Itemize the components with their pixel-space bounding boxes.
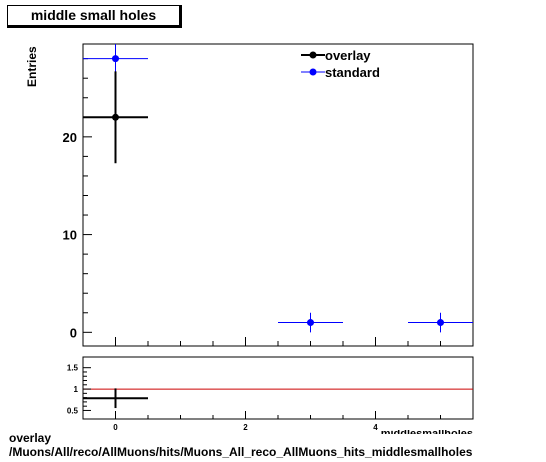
- footer-line-1: overlay: [9, 431, 52, 445]
- legend: overlay standard: [301, 48, 380, 80]
- chart-title: middle small holes: [30, 7, 157, 23]
- legend-entry-overlay: overlay: [301, 48, 371, 63]
- standard-point: [408, 312, 473, 333]
- y-tick-label: 20: [63, 130, 77, 145]
- overlay-point: [83, 71, 148, 164]
- legend-label: overlay: [325, 48, 371, 63]
- footer-line-2: /Muons/All/reco/AllMuons/hits/Muons_All_…: [9, 445, 473, 459]
- x-axis-label: hits_middlesmallholes: [355, 428, 473, 440]
- ratio-y-tick-label: 1: [74, 385, 79, 394]
- y-tick-label: 10: [63, 228, 77, 243]
- ratio-point: [83, 388, 148, 409]
- legend-entry-standard: standard: [301, 65, 380, 80]
- legend-marker: [309, 68, 317, 76]
- standard-marker: [437, 319, 444, 327]
- main-plot: 0 10 20: [63, 44, 474, 346]
- standard-marker: [112, 55, 119, 63]
- legend-label: standard: [325, 65, 380, 80]
- ratio-plot: 0.5 1 1.5 0 2 4: [67, 364, 474, 432]
- standard-marker: [307, 319, 314, 327]
- x-tick-label: 4: [373, 423, 378, 432]
- ratio-y-tick-label: 0.5: [67, 406, 79, 415]
- ratio-y-tick-label: 1.5: [67, 364, 79, 373]
- overlay-marker: [112, 113, 119, 121]
- ratio-plot-frame: [82, 356, 474, 420]
- x-tick-label: 0: [113, 423, 118, 432]
- standard-point: [278, 312, 343, 333]
- chart-title-box: middle small holes: [7, 5, 182, 28]
- x-tick-label: 2: [243, 423, 248, 432]
- main-plot-frame: [82, 43, 474, 347]
- legend-marker: [309, 51, 317, 59]
- y-tick-label: 0: [70, 325, 77, 340]
